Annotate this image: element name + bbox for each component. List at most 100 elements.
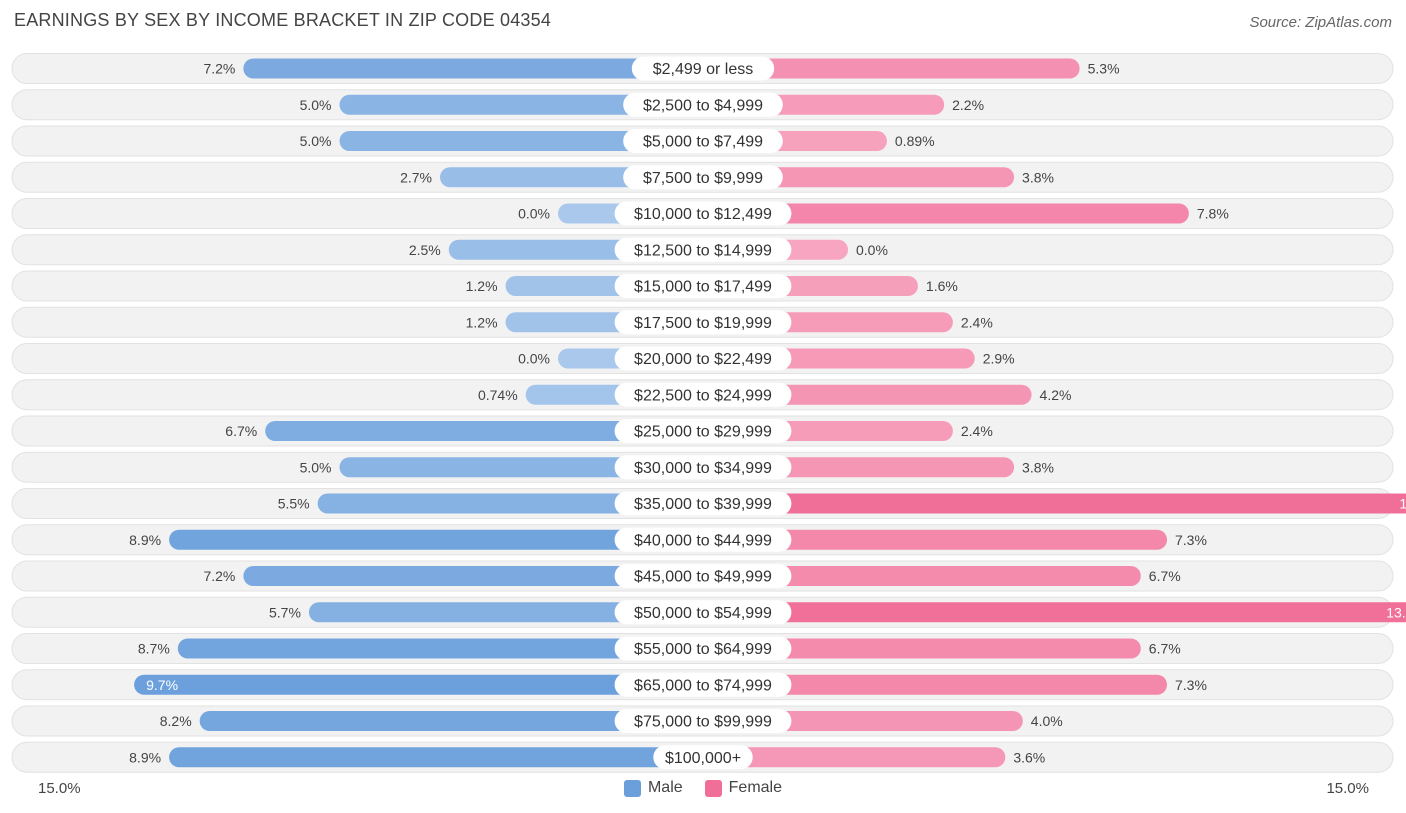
female-bar xyxy=(703,638,1141,659)
female-value-label: 2.9% xyxy=(983,351,1015,367)
male-bar xyxy=(134,674,704,695)
category-label-pill xyxy=(614,455,792,480)
category-label: $10,000 to $12,499 xyxy=(634,206,772,223)
male-value-label: 1.2% xyxy=(466,278,498,294)
male-value-label: 5.7% xyxy=(269,604,301,620)
female-value-label: 0.89% xyxy=(895,133,935,149)
male-value-label: 5.0% xyxy=(300,459,332,475)
female-value-label: 7.3% xyxy=(1175,677,1207,693)
male-value-label: 1.2% xyxy=(466,314,498,330)
category-label: $25,000 to $29,999 xyxy=(634,424,772,441)
male-bar xyxy=(177,638,703,659)
category-label-pill xyxy=(614,672,792,697)
legend-swatch-female xyxy=(704,779,722,797)
axis-left-label: 15.0% xyxy=(38,780,81,797)
male-value-label: 6.7% xyxy=(225,423,257,439)
category-label-pill xyxy=(614,636,792,661)
male-bar xyxy=(169,529,703,550)
category-label-pill xyxy=(614,274,792,298)
category-label-pill xyxy=(614,709,792,733)
male-value-label: 5.0% xyxy=(300,133,332,149)
female-value-label: 4.0% xyxy=(1031,713,1063,729)
legend: Male Female xyxy=(0,779,1406,797)
male-value-label: 8.2% xyxy=(160,713,192,729)
legend-item-male[interactable]: Male xyxy=(623,779,683,797)
female-bar xyxy=(703,602,1406,623)
female-bar xyxy=(703,203,1189,224)
category-label: $40,000 to $44,999 xyxy=(634,532,772,549)
category-label: $17,500 to $19,999 xyxy=(634,315,772,332)
male-value-label: 2.5% xyxy=(409,242,441,258)
category-label-pill xyxy=(614,237,792,262)
male-value-label: 5.5% xyxy=(278,496,310,512)
male-bar xyxy=(339,131,703,151)
category-label: $75,000 to $99,999 xyxy=(634,714,772,731)
female-value-label: 4.2% xyxy=(1040,387,1072,403)
female-value-label: 7.8% xyxy=(1197,206,1229,222)
male-value-label: 9.7% xyxy=(146,677,178,693)
category-label: $50,000 to $54,999 xyxy=(634,605,772,622)
female-value-label: 13.5% xyxy=(1386,604,1406,620)
axis-right-label: 15.0% xyxy=(1326,780,1369,797)
category-label: $35,000 to $39,999 xyxy=(634,496,772,513)
female-value-label: 3.6% xyxy=(1013,749,1045,765)
category-label-pill xyxy=(614,346,792,371)
female-value-label: 7.3% xyxy=(1175,532,1207,548)
male-value-label: 2.7% xyxy=(400,169,432,185)
male-bar xyxy=(169,747,703,768)
category-label: $20,000 to $22,499 xyxy=(634,351,772,368)
category-label: $30,000 to $34,999 xyxy=(634,460,772,477)
category-label-pill xyxy=(653,745,753,770)
female-bar xyxy=(703,58,1080,79)
male-bar xyxy=(265,421,703,441)
category-label-pill xyxy=(614,201,792,226)
category-label: $22,500 to $24,999 xyxy=(634,387,772,404)
legend-label-female: Female xyxy=(728,779,783,796)
female-value-label: 3.8% xyxy=(1022,459,1054,475)
category-label-pill xyxy=(614,527,792,552)
female-value-label: 6.7% xyxy=(1149,568,1181,584)
male-value-label: 8.9% xyxy=(129,749,161,765)
female-value-label: 1.6% xyxy=(926,278,958,294)
female-value-label: 3.8% xyxy=(1022,169,1054,185)
category-label: $2,499 or less xyxy=(653,61,754,78)
category-label: $12,500 to $14,999 xyxy=(634,242,772,259)
category-label-pill xyxy=(614,310,792,335)
category-label: $65,000 to $74,999 xyxy=(634,677,772,694)
female-bar xyxy=(703,493,1406,514)
male-value-label: 0.74% xyxy=(478,387,518,403)
male-bar xyxy=(199,711,703,731)
female-bar xyxy=(703,747,1006,768)
category-label: $55,000 to $64,999 xyxy=(634,641,772,658)
category-label-pill xyxy=(614,491,792,516)
legend-label-male: Male xyxy=(647,779,683,796)
male-value-label: 7.2% xyxy=(203,568,235,584)
category-label-pill xyxy=(623,165,783,190)
chart-title: EARNINGS BY SEX BY INCOME BRACKET IN ZIP… xyxy=(14,10,552,30)
male-value-label: 7.2% xyxy=(203,61,235,77)
category-label-pill xyxy=(623,129,783,153)
category-label-pill xyxy=(614,419,792,443)
category-label-pill xyxy=(614,600,792,625)
female-value-label: 2.2% xyxy=(952,97,984,113)
legend-item-female[interactable]: Female xyxy=(704,779,783,797)
female-bar xyxy=(703,674,1168,695)
category-label: $15,000 to $17,499 xyxy=(634,279,772,296)
category-label: $5,000 to $7,499 xyxy=(643,134,763,151)
legend-swatch-male xyxy=(623,779,641,797)
category-label-pill xyxy=(614,564,792,588)
male-bar xyxy=(339,457,703,478)
female-bar xyxy=(703,566,1141,586)
male-value-label: 0.0% xyxy=(518,206,550,222)
category-label-pill xyxy=(614,382,792,407)
male-value-label: 0.0% xyxy=(518,351,550,367)
male-bar xyxy=(317,493,703,514)
male-bar xyxy=(339,94,703,115)
category-label: $7,500 to $9,999 xyxy=(643,170,763,187)
female-value-label: 0.0% xyxy=(856,242,888,258)
category-label: $2,500 to $4,999 xyxy=(643,97,763,114)
female-value-label: 5.3% xyxy=(1088,61,1120,77)
male-value-label: 5.0% xyxy=(300,97,332,113)
female-value-label: 2.4% xyxy=(961,423,993,439)
